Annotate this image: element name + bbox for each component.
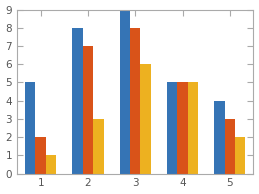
Bar [72, 28, 83, 174]
Bar [225, 119, 235, 174]
Bar [188, 82, 198, 174]
Bar [130, 28, 140, 174]
Bar [140, 64, 151, 174]
Bar [25, 82, 35, 174]
Bar [177, 82, 188, 174]
Bar [214, 101, 225, 174]
Bar [83, 46, 93, 174]
Bar [167, 82, 177, 174]
Bar [46, 155, 56, 174]
Bar [35, 137, 46, 174]
Bar [235, 137, 246, 174]
Bar [93, 119, 104, 174]
Bar [120, 10, 130, 174]
